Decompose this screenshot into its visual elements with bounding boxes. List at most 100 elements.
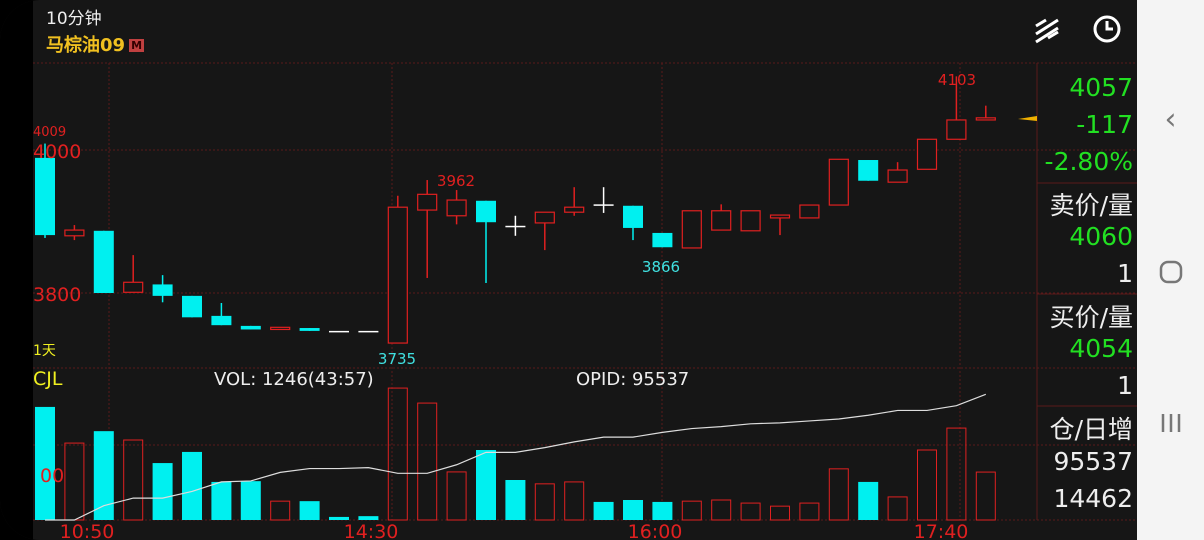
screen-edge [0,0,33,540]
ask-label: 卖价/量 [1049,191,1133,220]
candle-body [182,295,202,318]
price-axis-label: 3800 [33,284,81,306]
volume-bar [417,402,438,521]
last-price-marker-icon [1018,116,1037,121]
bid-qty: 1 [1117,371,1133,400]
local-high-label: 3962 [437,172,475,190]
oi-daily-change: 14462 [1053,484,1133,513]
candle-body [446,199,467,217]
candle-body [299,328,320,331]
volume-indicator-name[interactable]: CJL [33,368,63,390]
volume-bar [681,500,702,521]
time-axis-label: 16:00 [628,521,683,540]
candle-body [916,138,938,170]
volume-bar [564,481,585,521]
chart-app: 10分钟 马棕油09 M 4009 4000 3800 4103 3735 3962 3866… [0,0,1137,540]
volume-bar [770,505,790,521]
candle-body [858,160,879,181]
main-contract-badge: M [129,39,145,52]
candle-body [623,205,643,228]
price-axis-label: 4000 [33,141,81,163]
opid-line [45,393,987,521]
candle-body [946,119,967,140]
volume-bar [240,481,261,520]
candle-body [564,206,585,213]
last-price: 4057 [1069,73,1133,102]
time-axis-label: 10:50 [60,521,115,540]
candle-body [887,169,908,183]
clock-icon[interactable] [1092,14,1122,44]
volume-bar [623,500,643,520]
time-axis-label: 17:40 [914,521,969,540]
drawing-tool-icon[interactable] [1030,12,1064,46]
candle-body [769,214,791,219]
volume-bar [476,450,496,520]
volume-bar [387,387,408,521]
oi-label: 仓/日增 [1049,415,1133,444]
price-overlap-label: 4009 [33,125,66,140]
volume-bar [534,483,555,521]
candle-body [211,315,232,326]
volume-bar [593,501,614,520]
volume-bar [299,501,320,520]
recents-icon[interactable] [1160,412,1182,434]
candle-body [329,330,349,333]
candle-body [681,210,702,249]
android-nav-bar: ‹ [1137,0,1204,540]
candle-body [652,232,673,248]
volume-bar [358,516,379,520]
candle-body [387,206,408,344]
open-interest: 95537 [1053,447,1133,476]
volume-bar [858,481,879,520]
high-label: 4103 [938,71,976,89]
candle-body [799,204,820,219]
bid-price: 4054 [1069,334,1133,363]
candle-body [975,117,996,121]
volume-bar [799,502,820,521]
volume-bar [917,449,937,521]
volume-bar [711,499,732,521]
candle-body [740,210,761,232]
candle-body [270,326,291,331]
candle-body [35,157,55,236]
candle-body [240,325,261,330]
volume-bar [123,439,144,521]
price-change-pct: -2.80% [1044,147,1133,176]
volume-bar [329,516,349,520]
symbol-title[interactable]: 马棕油09 M [46,31,145,57]
candle-body [152,284,173,296]
volume-bar [975,471,996,521]
volume-bar [64,442,85,521]
price-change: -117 [1076,110,1133,139]
volume-bar [35,406,55,520]
candle-body [417,193,438,211]
range-label[interactable]: 1天 [33,343,56,359]
candle-body [505,225,526,228]
home-icon[interactable] [1159,260,1183,284]
volume-axis-label: 00 [40,465,64,487]
period-label[interactable]: 10分钟 [46,9,102,29]
candle-body [358,330,379,333]
candle-body [711,210,732,231]
low-label: 3735 [378,350,416,368]
candle-body [534,211,555,224]
symbol-name: 马棕油09 [46,35,126,56]
candle-body [476,200,496,223]
volume-bar [270,500,291,521]
candle-body [93,230,114,293]
vol-readout: VOL: 1246(43:57) [214,369,374,390]
volume-bar [152,463,173,520]
volume-bar [93,431,114,520]
bid-label: 买价/量 [1049,303,1133,332]
back-icon[interactable]: ‹ [1164,102,1177,137]
volume-bar [828,468,849,521]
opid-readout: OPID: 95537 [576,369,690,390]
volume-bar [446,471,467,521]
volume-bar [182,451,202,520]
time-axis-label: 14:30 [344,521,399,540]
volume-bar [740,502,761,521]
local-low-label: 3866 [642,258,680,276]
volume-bar [505,480,526,520]
candle-body [593,204,614,206]
